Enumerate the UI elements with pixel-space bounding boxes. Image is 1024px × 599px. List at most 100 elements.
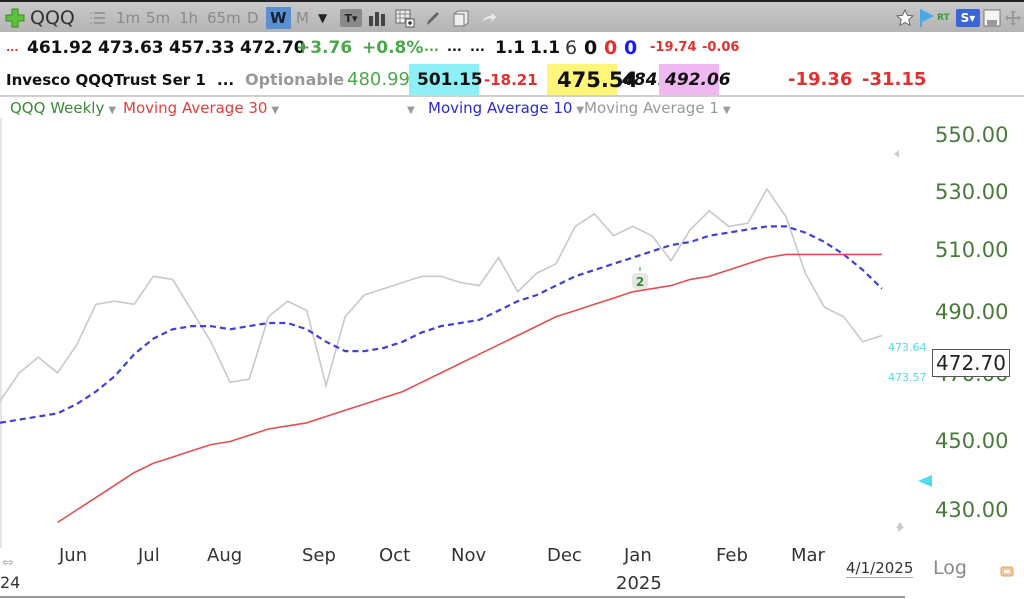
chevron-down-icon[interactable]: ▼: [576, 105, 585, 116]
open-value: 461.92: [27, 38, 93, 58]
legend-ma10[interactable]: Moving Average 10 ▼: [428, 98, 584, 121]
x-tick: Mar: [791, 545, 825, 566]
interval-5m[interactable]: 5m: [146, 9, 171, 27]
interval-1h[interactable]: 1h: [179, 9, 199, 27]
event-marker[interactable]: 2: [636, 275, 644, 289]
date-field[interactable]: 4/1/2025: [846, 559, 914, 578]
optionable-label: Optionable: [245, 70, 345, 89]
security-name: Invesco QQQTrust Ser 1: [6, 71, 206, 89]
y-tick: 550.00: [935, 123, 1009, 147]
move-icon[interactable]: [1004, 6, 1022, 30]
series-line: [57, 253, 882, 524]
scroll-arrows-icon[interactable]: ⇔: [2, 555, 14, 571]
quote-value: -18.21: [484, 71, 538, 89]
change-value: +3.76: [296, 38, 353, 58]
toolbar: QQQ 1m 5m 1h 65m D W M ▼ T▾: [0, 0, 1024, 32]
chevron-down-icon[interactable]: ▼: [271, 105, 280, 116]
x-tick: Dec: [547, 545, 582, 566]
save-icon[interactable]: [982, 6, 1002, 30]
x-tick: Jun: [59, 545, 88, 566]
symbol-label[interactable]: QQQ: [30, 7, 75, 29]
name-dots: ...: [217, 71, 235, 89]
add-symbol-icon[interactable]: [4, 6, 26, 30]
low-value: 457.33: [169, 38, 235, 58]
x-axis-divider: [0, 596, 905, 598]
quote-value: 0: [624, 37, 638, 59]
price-chart[interactable]: 2 550.00 530.00 510.00 490.00 470.00 450…: [0, 118, 1024, 599]
high-value: 473.63: [98, 38, 164, 58]
chevron-down-icon[interactable]: ▼: [722, 105, 731, 116]
star-icon[interactable]: [894, 6, 916, 30]
quote-value: 0: [584, 37, 598, 59]
close-value: 472.70: [240, 38, 306, 58]
chevron-down-icon[interactable]: ▼: [407, 105, 415, 116]
legend-series-label: QQQ Weekly: [10, 99, 105, 117]
legend-ma10-label: Moving Average 10: [428, 99, 573, 117]
series-line: [0, 225, 883, 424]
share-icon[interactable]: [478, 6, 500, 30]
lock-icon[interactable]: [1000, 561, 1014, 582]
legend-series[interactable]: QQQ Weekly ▼: [10, 98, 116, 121]
quote-value: 1.1: [530, 38, 561, 58]
scan-icon[interactable]: S▾: [956, 9, 980, 27]
x-tick: Jan: [624, 545, 652, 566]
quote-value: 6: [565, 37, 578, 59]
log-scale-toggle[interactable]: Log: [933, 557, 967, 579]
pencil-icon[interactable]: [423, 6, 443, 30]
chart-plot[interactable]: 2: [0, 118, 1024, 599]
y-tick: 450.00: [935, 429, 1009, 453]
x-tick: Aug: [207, 545, 243, 566]
y-tick: 530.00: [935, 180, 1009, 204]
quote-dots: ...: [447, 40, 462, 55]
x-tick: Nov: [451, 545, 487, 566]
legend-ma30[interactable]: Moving Average 30 ▼: [123, 98, 279, 121]
interval-w[interactable]: W: [266, 7, 291, 29]
interval-dropdown-icon[interactable]: ▼: [318, 11, 328, 25]
quote-value: 1.1: [495, 38, 526, 58]
quote-prefix: ...: [6, 41, 19, 54]
realtime-icon[interactable]: RT: [937, 13, 950, 23]
chevron-down-icon[interactable]: ▼: [108, 105, 117, 116]
x-tick: Feb: [716, 545, 748, 566]
change-pct-value: +0.8%: [362, 38, 424, 58]
quote-value: -19.74: [650, 40, 697, 55]
quote-value-highlight-pink: 492.06: [659, 64, 731, 96]
quote-value: -19.36: [788, 69, 853, 90]
bar-chart-icon[interactable]: [367, 6, 387, 30]
quote-value: -0.06: [702, 40, 740, 55]
cyan-price-label: 473.57: [888, 371, 927, 384]
list-icon[interactable]: [88, 6, 108, 30]
x-tick: Sep: [302, 545, 336, 566]
x-tick: Oct: [379, 545, 411, 566]
quote-value: -31.15: [862, 69, 927, 90]
quote-dots-green: ...: [424, 40, 439, 55]
y-tick: 510.00: [935, 238, 1009, 262]
y-tick: 430.00: [935, 498, 1009, 522]
grid-add-icon[interactable]: [394, 6, 416, 30]
interval-d[interactable]: D: [247, 9, 259, 27]
legend-ma1-label: Moving Average 1: [584, 99, 719, 117]
quote-row-details: Invesco QQQTrust Ser 1 ... Optionable 48…: [0, 64, 1024, 96]
chart-legend: QQQ Weekly ▼ Moving Average 30 ▼ ▼ Moving …: [0, 98, 1024, 118]
interval-m[interactable]: M: [296, 9, 309, 27]
x-year-label: 24: [0, 573, 21, 592]
last-price-box: 472.70: [932, 349, 1010, 377]
quote-value: 0: [604, 37, 618, 59]
text-tool-icon[interactable]: T▾: [340, 9, 362, 27]
quote-value-highlight-yellow: 475.54: [547, 64, 638, 96]
x-tick: Jul: [138, 545, 160, 566]
interval-1m[interactable]: 1m: [116, 9, 141, 27]
quote-value-highlight-cyan: 501.15: [409, 64, 483, 96]
folder-icon[interactable]: [451, 6, 473, 30]
legend-ma30-label: Moving Average 30: [123, 99, 268, 117]
quote-dots: ...: [470, 40, 485, 55]
quote-value: 480.99: [347, 69, 410, 90]
flag-icon[interactable]: [918, 6, 936, 30]
y-tick: 490.00: [935, 300, 1009, 324]
legend-ma1[interactable]: Moving Average 1 ▼: [584, 98, 731, 121]
header-divider: [0, 95, 1024, 97]
quote-row-ohlc: ... 461.92 473.63 457.33 472.70 +3.76 +0…: [0, 34, 1024, 62]
interval-65m[interactable]: 65m: [207, 9, 241, 27]
x-year-label: 2025: [616, 573, 662, 594]
